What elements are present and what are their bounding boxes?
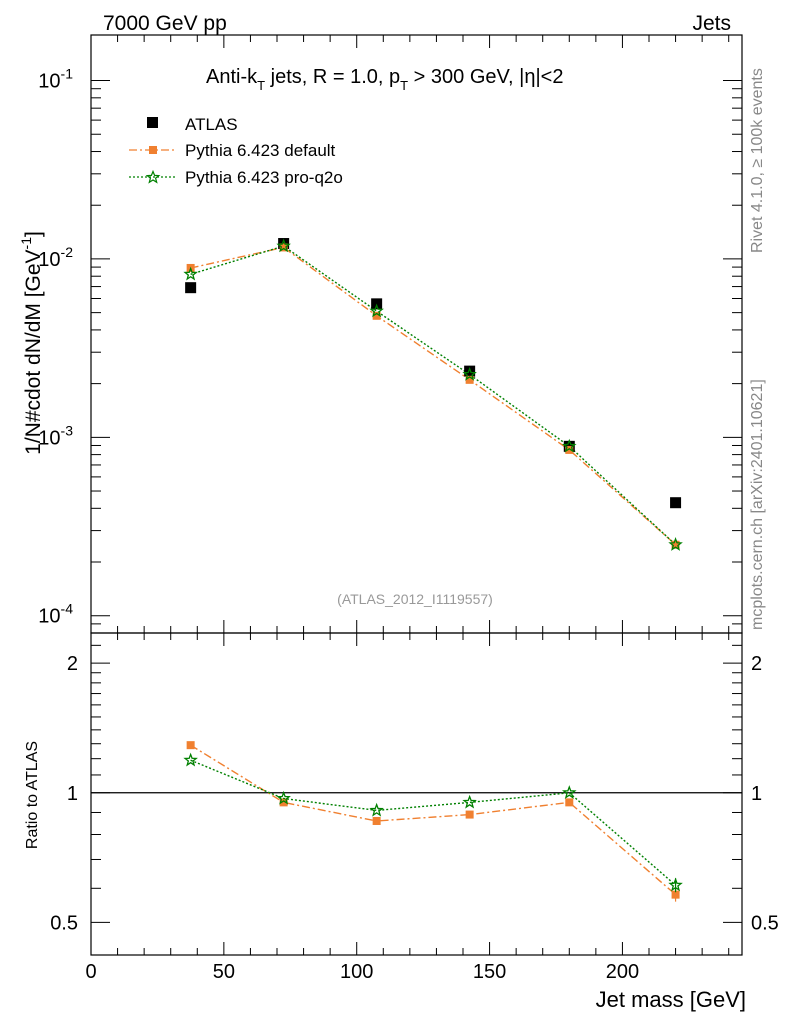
rivet-label: Rivet 4.1.0, ≥ 100k events [749,68,766,253]
data-point-default [279,243,288,252]
data-point-proq2o [369,303,384,318]
y-tick-label-exponent: -3 [61,422,74,438]
legend-marker-proq2o [145,169,161,184]
ratio-y-tick-label-left: 2 [67,653,78,675]
y-tick-label: 10-1 [38,66,73,93]
ratio-axis-ticks [90,633,742,955]
ratio-plot-frame [90,632,743,956]
plot-title-part2: jets, R = 1.0, p [265,66,400,88]
data-point-atlas [185,282,197,294]
ratio-plot-panel: 0.5 0.5 1 1 2 2 [50,632,779,956]
y-tick-label: 10-3 [38,422,73,449]
ratio-point-proq2o [276,790,291,805]
legend-label-atlas: ATLAS [185,115,238,134]
y-tick-label-base: 10 [38,427,60,449]
x-tick-labels: 0 50 100 150 200 [85,961,639,983]
ratio-line-proq2o [190,759,677,886]
x-tick-label: 200 [606,961,639,983]
y-tick-label-exponent: -2 [61,244,74,260]
ratio-point-proq2o [183,752,198,767]
mcplots-label: mcplots.cern.ch [arXiv:2401.10621] [749,379,766,630]
main-y-axis-label-close: ] [22,231,45,237]
y-tick-label: 10-4 [38,601,73,628]
data-point-proq2o [562,438,577,453]
ratio-y-tick-label-right: 2 [751,653,762,675]
ratio-y-tick-label-left: 1 [67,783,78,805]
ratio-point-default [279,798,288,807]
ratio-point-default [465,810,474,819]
plot-title-part1: Anti-k [206,66,258,88]
data-point-atlas [670,497,682,509]
data-point-default [671,540,680,549]
data-point-default [465,375,474,384]
data-point-proq2o [183,266,198,281]
ratio-point-default [372,816,381,825]
ratio-point-default [565,798,574,807]
plot-title-sub1: T [257,78,265,93]
header-left: 7000 GeV pp [103,12,227,35]
data-point-atlas [464,365,476,377]
main-y-axis-label-sup: -1 [18,237,34,250]
legend-label-proq2o: Pythia 6.423 pro-q2o [185,168,343,187]
data-point-proq2o [276,238,291,253]
plot-title: Anti-kT jets, R = 1.0, pT > 300 GeV, |η|… [206,66,563,93]
x-tick-label: 100 [340,961,373,983]
y-tick-label-base: 10 [38,249,60,271]
legend-marker-default [149,146,157,154]
series-line-proq2o [190,245,677,546]
ratio-y-axis-label: Ratio to ATLAS [24,741,41,849]
ratio-point-proq2o [462,794,477,809]
y-tick-label-base: 10 [38,606,60,628]
main-plot-panel: 10-410-310-210-1 [38,34,743,634]
main-axis-ticks [90,35,742,634]
series-line-default [190,246,677,546]
main-data-series [183,238,683,551]
ratio-y-tick-label-left: 0.5 [50,912,78,934]
ratio-y-tick-label-right: 0.5 [751,912,779,934]
data-point-proq2o [462,366,477,381]
data-point-default [565,445,574,454]
main-y-axis-label: 1/N#cdot dN/dM [GeV-1] [18,231,45,455]
main-y-axis-label-text: 1/N#cdot dN/dM [GeV [22,249,45,454]
y-tick-label-base: 10 [38,71,60,93]
ratio-line-default [190,744,677,896]
ratio-point-default [186,741,195,750]
legend-marker-atlas [147,117,158,128]
ratio-point-proq2o [369,802,384,817]
x-tick-label: 150 [473,961,506,983]
analysis-watermark: (ATLAS_2012_I1119557) [337,591,493,607]
ratio-y-tick-label-right: 1 [751,783,762,805]
main-tick-labels: 10-410-310-210-1 [38,66,73,628]
y-tick-label: 10-2 [38,244,73,271]
y-tick-label-exponent: -4 [61,601,74,617]
x-tick-label: 0 [85,961,96,983]
header-right: Jets [692,12,731,35]
plot-title-part3: > 300 GeV, |η|<2 [408,66,563,88]
ratio-point-proq2o [562,785,577,799]
plot-title-sub2: T [400,78,408,93]
x-axis-label: Jet mass [GeV] [596,987,746,1012]
ratio-tick-labels: 0.5 0.5 1 1 2 2 [50,653,779,934]
legend: ATLAS Pythia 6.423 default Pythia 6.423 … [129,115,343,187]
legend-label-default: Pythia 6.423 default [185,141,336,160]
y-tick-label-exponent: -1 [61,66,74,82]
x-tick-label: 50 [213,961,235,983]
ratio-data-series [183,741,683,902]
data-point-default [372,311,381,320]
data-point-proq2o [668,537,683,551]
